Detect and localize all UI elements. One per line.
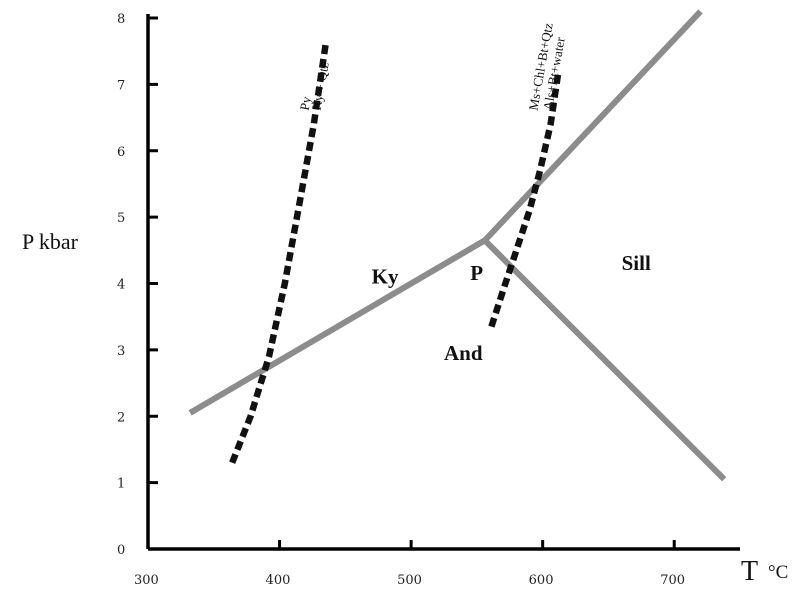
phase-boundary-1 (482, 9, 703, 243)
x-tick-label: 600 (529, 573, 554, 588)
field-label-2: Sill (622, 251, 651, 275)
field-label-3: And (444, 341, 483, 365)
field-label-0: Ky (372, 265, 399, 289)
phase-boundary-2 (482, 238, 727, 482)
y-tick-label: 5 (117, 211, 125, 226)
x-axis-title: T (741, 556, 758, 587)
y-tick-label: 7 (117, 78, 125, 93)
reaction-label-4: Py (297, 95, 314, 112)
y-tick-label: 1 (117, 477, 125, 492)
x-tick-label: 300 (134, 573, 159, 588)
y-tick-label: 4 (117, 278, 125, 293)
y-tick-label: 0 (117, 543, 125, 558)
x-tick-label: 700 (660, 573, 685, 588)
y-tick-label: 6 (117, 145, 125, 160)
reaction-curve-4 (488, 70, 562, 328)
y-tick-label: 3 (117, 344, 125, 359)
y-axis-title: P kbar (22, 229, 79, 254)
x-axis-unit: °C (768, 562, 788, 583)
axes: 0 1 2 3 4 5 6 7 8 300 400 500 600 700 (117, 12, 740, 588)
phase-boundary-0 (188, 237, 487, 416)
field-label-1: P (470, 261, 483, 285)
chart-marks (188, 9, 727, 482)
y-tick-label: 8 (117, 12, 125, 27)
x-tick-label: 400 (266, 573, 291, 588)
y-tick-label: 2 (117, 410, 125, 425)
reaction-curve-3 (229, 44, 329, 464)
reaction-label-5: Ky + Qtz (309, 61, 332, 112)
x-tick-label: 500 (397, 573, 422, 588)
